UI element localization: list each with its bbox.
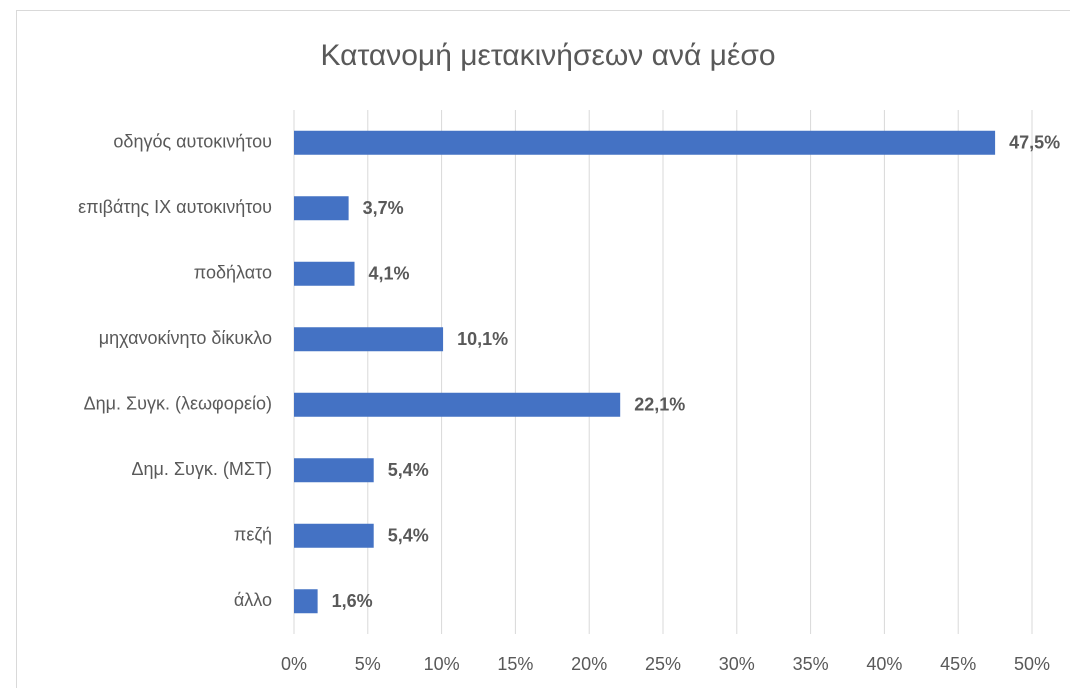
y-tick-label: πεζή [234, 525, 272, 545]
x-tick-label: 10% [424, 654, 460, 674]
data-label: 5,4% [388, 460, 429, 480]
chart-border [16, 10, 1070, 688]
x-tick-label: 50% [1014, 654, 1050, 674]
data-label: 1,6% [332, 591, 373, 611]
y-tick-label: ποδήλατο [194, 263, 272, 283]
bar [294, 327, 444, 352]
x-tick-label: 25% [645, 654, 681, 674]
x-tick-label: 20% [571, 654, 607, 674]
data-label: 4,1% [369, 264, 410, 284]
data-label: 10,1% [457, 329, 508, 349]
bar [294, 261, 355, 286]
y-tick-label: άλλο [234, 590, 272, 610]
data-label: 3,7% [363, 198, 404, 218]
x-tick-label: 5% [355, 654, 381, 674]
x-tick-label: 30% [719, 654, 755, 674]
x-tick-label: 40% [866, 654, 902, 674]
x-tick-label: 0% [281, 654, 307, 674]
data-label: 5,4% [388, 526, 429, 546]
bar [294, 392, 621, 417]
data-label: 47,5% [1009, 133, 1060, 153]
x-tick-label: 35% [793, 654, 829, 674]
x-tick-label: 45% [940, 654, 976, 674]
y-tick-label: Δημ. Συγκ. (λεωφορείο) [84, 394, 272, 414]
y-tick-label: μηχανοκίνητο δίκυκλο [99, 328, 272, 348]
chart-title: Κατανομή μετακινήσεων ανά μέσο [320, 39, 775, 72]
bar [294, 196, 349, 221]
y-tick-label: Δημ. Συγκ. (ΜΣΤ) [132, 459, 272, 479]
bar [294, 458, 374, 483]
bar [294, 523, 374, 548]
bar [294, 589, 318, 614]
x-tick-label: 15% [497, 654, 533, 674]
y-tick-label: οδηγός αυτοκινήτου [113, 132, 272, 152]
y-tick-label: επιβάτης ΙΧ αυτοκινήτου [78, 197, 272, 217]
bar [294, 130, 996, 155]
data-label: 22,1% [634, 395, 685, 415]
